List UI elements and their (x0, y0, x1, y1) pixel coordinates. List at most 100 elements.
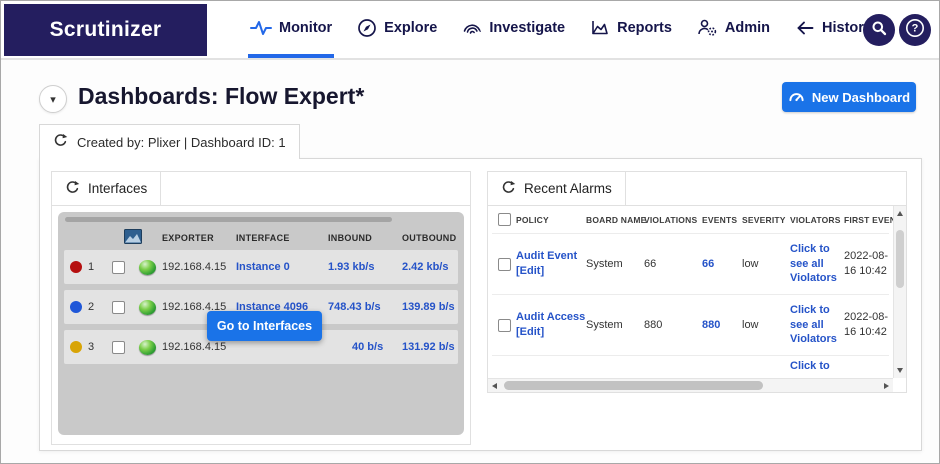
nav-label: Admin (724, 19, 770, 36)
alarm-row-1: Audit Event [Edit] System 66 66 low Clic… (492, 234, 889, 295)
cell-board-name: System (586, 258, 623, 270)
recent-alarms-tab[interactable]: Recent Alarms (488, 172, 626, 205)
violators-link[interactable]: Click to see all Violators (790, 303, 837, 346)
top-navigation-bar: Scrutinizer Monitor Explore Investigate (1, 1, 939, 60)
column-exporter[interactable]: EXPORTER (162, 232, 214, 243)
cell-inbound[interactable]: 1.93 kb/s (328, 261, 375, 273)
cell-first-event: 2022-08-16 10:42 (844, 250, 889, 277)
thumbnail-icon (124, 229, 142, 246)
dashboard-menu-button[interactable]: ▾ (39, 85, 67, 113)
interface-link[interactable]: Instance 0 (236, 261, 290, 273)
interface-link[interactable]: Instance 4096 (236, 301, 309, 313)
scroll-left-arrow-icon[interactable] (492, 382, 497, 389)
vertical-scroll-thumb[interactable] (896, 230, 904, 288)
alarm-row-2: Audit Access [Edit] System 880 880 low C… (492, 295, 889, 356)
interface-row-3: 3 192.168.4.15 40 b/s 131.92 b/s (64, 330, 458, 364)
row-checkbox[interactable] (111, 340, 125, 354)
compass-icon (357, 18, 377, 38)
search-button[interactable] (863, 14, 895, 46)
row-checkbox[interactable] (497, 257, 511, 271)
column-inbound[interactable]: INBOUND (328, 232, 373, 243)
pulse-icon (250, 19, 272, 37)
policy-link[interactable]: Audit Access [Edit] (516, 311, 586, 338)
policy-link[interactable]: Audit Event [Edit] (516, 250, 578, 277)
recent-alarms-panel: Recent Alarms POLICY BOARD NAME VIOLATIO… (487, 171, 907, 393)
cell-inbound[interactable]: 748.43 b/s (328, 301, 381, 313)
scroll-down-arrow-icon[interactable] (897, 368, 903, 373)
svg-text:?: ? (912, 22, 919, 34)
column-violators[interactable]: VIOLATORS (790, 214, 841, 225)
alarm-row-3-partial: Click to (492, 356, 889, 378)
interfaces-horizontal-scrollbar[interactable] (65, 217, 393, 222)
search-icon (870, 19, 888, 42)
cell-outbound[interactable]: 139.89 b/s (402, 301, 455, 313)
nav-explore[interactable]: Explore (355, 1, 439, 58)
row-checkbox[interactable] (111, 260, 125, 274)
column-policy[interactable]: POLICY (516, 214, 549, 225)
nav-label: Reports (617, 19, 672, 36)
alarms-vertical-scrollbar[interactable] (893, 206, 906, 378)
interfaces-tab[interactable]: Interfaces (52, 172, 162, 205)
nav-admin[interactable]: Admin (695, 1, 772, 58)
fingerprint-icon (462, 18, 482, 38)
go-to-interfaces-button[interactable]: Go to Interfaces (207, 311, 322, 341)
horizontal-scroll-thumb[interactable] (504, 381, 764, 390)
dashboard-info-label: Created by: Plixer | Dashboard ID: 1 (77, 134, 286, 150)
interfaces-table-widget: EXPORTER INTERFACE INBOUND OUTBOUND 1 19… (58, 212, 464, 435)
interfaces-tab-label: Interfaces (88, 181, 148, 196)
brand-logo[interactable]: Scrutinizer (4, 4, 207, 56)
violators-link[interactable]: Click to (790, 360, 830, 372)
column-events[interactable]: EVENTS (702, 214, 738, 225)
column-first-event[interactable]: FIRST EVENT (844, 214, 893, 225)
status-dot (70, 261, 82, 273)
column-severity[interactable]: SEVERITY (742, 214, 786, 225)
nav-monitor[interactable]: Monitor (248, 1, 335, 58)
row-number: 2 (88, 301, 95, 313)
cell-first-event: 2022-08-16 10:42 (844, 311, 889, 338)
violators-link[interactable]: Click to see all Violators (790, 242, 837, 285)
cell-outbound[interactable]: 2.42 kb/s (402, 261, 449, 273)
help-icon: ? (904, 17, 926, 44)
interface-row-1: 1 192.168.4.15 Instance 0 1.93 kb/s 2.42… (64, 250, 458, 284)
scroll-up-arrow-icon[interactable] (897, 211, 903, 216)
cell-exporter: 192.168.4.15 (162, 301, 227, 313)
main-nav: Monitor Explore Investigate Reports (248, 1, 874, 58)
column-violations[interactable]: VIOLATIONS (644, 214, 698, 225)
column-board-name[interactable]: BOARD NAME (586, 214, 647, 225)
refresh-icon[interactable] (65, 180, 80, 198)
nav-investigate[interactable]: Investigate (460, 1, 567, 58)
events-link[interactable]: 66 (702, 258, 715, 270)
alarms-horizontal-scrollbar[interactable] (488, 378, 893, 392)
column-interface[interactable]: INTERFACE (236, 232, 290, 243)
nav-history[interactable]: History (793, 1, 874, 58)
cell-exporter: 192.168.4.15 (162, 261, 227, 273)
cell-outbound[interactable]: 131.92 b/s (402, 341, 455, 353)
status-orb-icon (138, 299, 156, 315)
nav-reports[interactable]: Reports (588, 1, 674, 58)
gauge-icon (788, 89, 805, 105)
recent-alarms-tab-label: Recent Alarms (524, 181, 612, 196)
cell-violations: 66 (644, 258, 657, 270)
recent-alarms-panel-header: Recent Alarms (488, 172, 906, 206)
cell-severity: low (742, 258, 759, 270)
row-checkbox[interactable] (111, 300, 125, 314)
nav-label: Explore (384, 19, 438, 36)
status-dot (70, 341, 82, 353)
scroll-right-arrow-icon[interactable] (884, 382, 889, 389)
nav-label: Investigate (489, 19, 566, 36)
column-outbound[interactable]: OUTBOUND (402, 232, 457, 243)
refresh-icon (53, 133, 68, 151)
page-title: Dashboards: Flow Expert* (78, 83, 365, 109)
help-button[interactable]: ? (899, 14, 931, 46)
events-link[interactable]: 880 (702, 319, 721, 331)
interfaces-panel-header: Interfaces (52, 172, 470, 206)
dashboard-info-tab[interactable]: Created by: Plixer | Dashboard ID: 1 (39, 124, 300, 159)
cell-inbound[interactable]: 40 b/s (352, 341, 384, 353)
row-checkbox[interactable] (497, 318, 511, 332)
user-gear-icon (697, 18, 718, 38)
select-all-checkbox[interactable] (497, 213, 511, 226)
row-number: 3 (88, 341, 95, 353)
refresh-icon[interactable] (501, 180, 516, 198)
new-dashboard-button[interactable]: New Dashboard (782, 82, 916, 112)
